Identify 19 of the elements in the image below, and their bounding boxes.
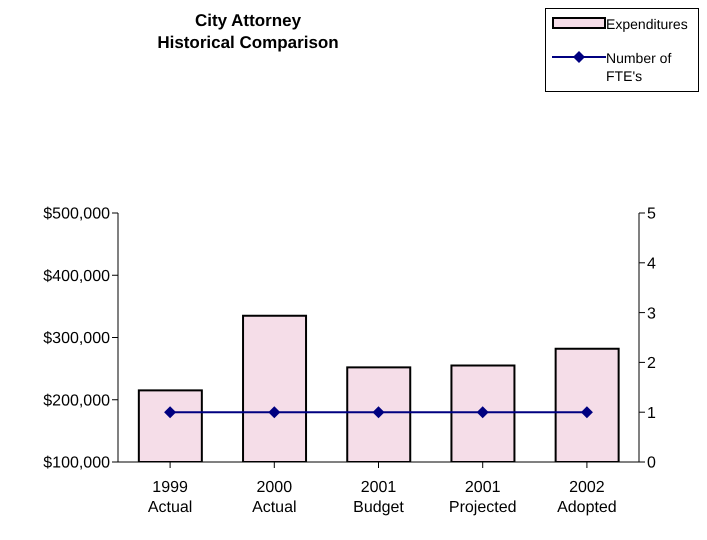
y2-tick-label: 4 [647, 255, 656, 272]
y-tick-label: $400,000 [43, 268, 110, 285]
y2-tick-label: 0 [647, 454, 656, 472]
y2-tick-label: 2 [647, 355, 656, 372]
y2-tick-label: 3 [647, 305, 656, 322]
legend-label: Expenditures [606, 15, 688, 33]
x-tick-label: 2000 Actual [252, 479, 297, 516]
x-tick-label: 2002 Adopted [557, 479, 617, 516]
y-tick-label: $300,000 [43, 330, 110, 348]
x-tick-label: 1999 Actual [148, 479, 192, 516]
y-tick-label: $500,000 [43, 206, 110, 223]
y-tick-label: $100,000 [43, 454, 110, 472]
x-tick-label: 2001 Projected [448, 479, 516, 516]
y-tick-label: $200,000 [43, 392, 110, 410]
y2-tick-label: 5 [647, 206, 656, 223]
legend-label: Number of FTE's [606, 49, 672, 85]
x-tick-label: 2001 Budget [353, 479, 404, 516]
y2-tick-label: 1 [647, 404, 656, 422]
chart-title: City Attorney Historical Comparison [156, 10, 340, 54]
